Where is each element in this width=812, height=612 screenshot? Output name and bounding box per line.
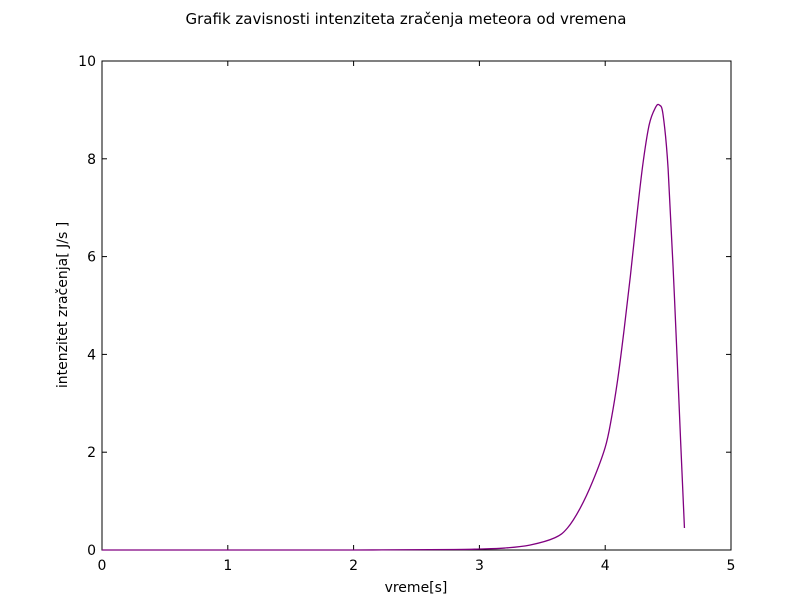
chart-title: Grafik zavisnosti intenziteta zračenja m…	[186, 10, 627, 28]
x-tick-label: 1	[223, 558, 232, 574]
y-tick-label: 6	[87, 250, 96, 266]
x-axis-tick-labels: 0 1 2 3 4 5	[98, 558, 736, 574]
y-tick-label: 0	[87, 543, 96, 559]
y-axis-label: intenzitet zračenja[ J/s ]	[55, 222, 71, 388]
y-tick-label: 4	[87, 347, 96, 363]
y-tick-label: 2	[87, 445, 96, 461]
x-axis-label: vreme[s]	[385, 580, 448, 596]
y-axis-tick-labels: 0 2 4 6 8 10	[78, 54, 96, 559]
x-tick-label: 4	[601, 558, 610, 574]
y-tick-label: 10	[78, 54, 96, 70]
x-tick-label: 2	[349, 558, 358, 574]
x-tick-label: 0	[98, 558, 107, 574]
x-tick-label: 3	[475, 558, 484, 574]
x-tick-label: 5	[727, 558, 736, 574]
y-tick-label: 8	[87, 152, 96, 168]
axis-ticks	[101, 60, 732, 551]
series-line	[101, 103, 686, 551]
plot-area-frame	[101, 60, 732, 551]
